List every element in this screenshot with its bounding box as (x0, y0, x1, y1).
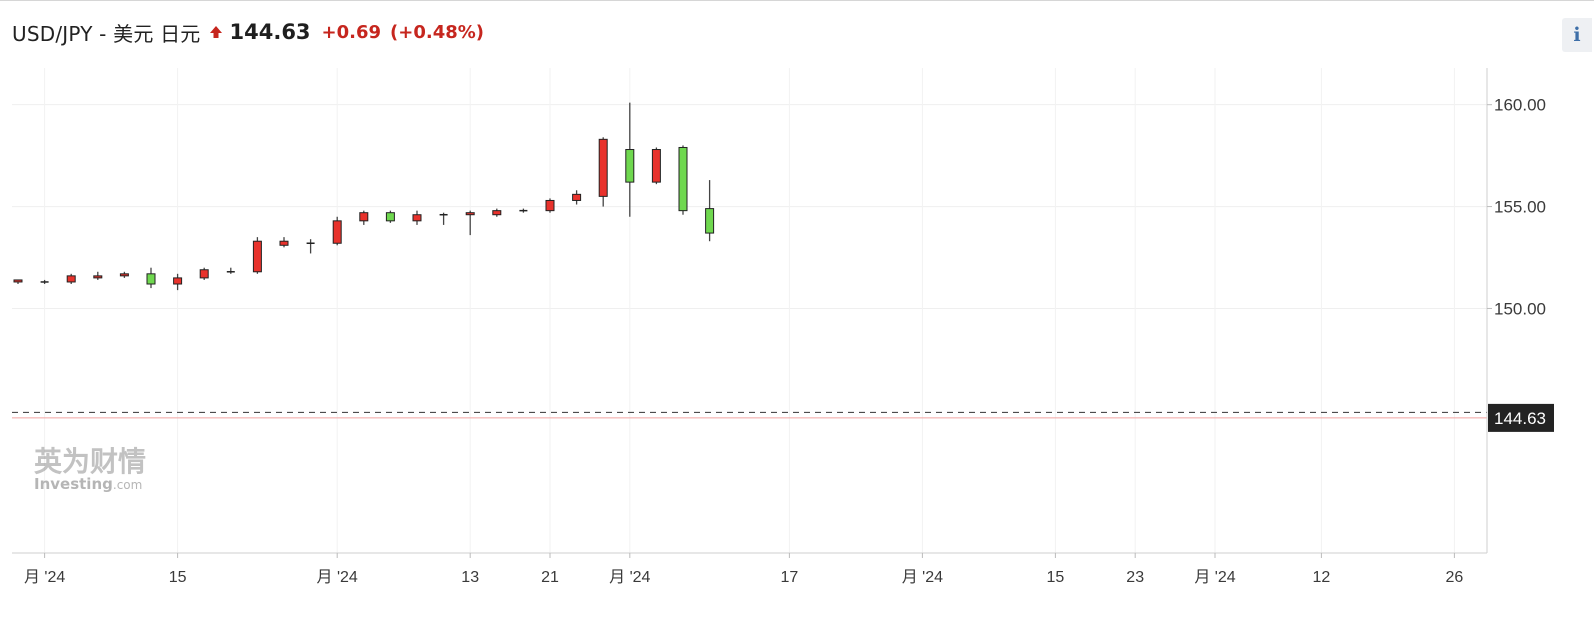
candle-body (678, 146, 688, 212)
candle (226, 267, 235, 274)
watermark-brand-en-line: Investing.com (34, 475, 142, 493)
investing-watermark: 英为财情 Investing.com (34, 445, 146, 493)
candle (173, 273, 183, 291)
candle (545, 198, 555, 213)
candle-body (651, 149, 661, 183)
candle (678, 145, 688, 215)
candle (119, 271, 129, 278)
pair-title: USD/JPY - 美元 日元 (12, 21, 201, 46)
x-tick-label: 13 (461, 569, 479, 586)
candle (252, 237, 262, 274)
candle-body (705, 208, 715, 234)
x-tick-label: 23 (1126, 569, 1144, 586)
candle-body (625, 149, 635, 183)
candle-body (492, 210, 502, 216)
candle (492, 208, 502, 217)
x-tick-label: 12 (1313, 569, 1331, 586)
y-tick-label: 150.00 (1494, 299, 1546, 318)
candle-body (545, 199, 555, 212)
y-axis-labels: 150.00 155.00 160.00 (1487, 96, 1546, 318)
candle-body (252, 240, 262, 273)
candle (279, 237, 289, 248)
candle-body (332, 220, 342, 244)
candle (332, 216, 342, 246)
candle (519, 208, 528, 213)
candle (572, 190, 582, 205)
price-change-percent: (+0.48%) (390, 21, 485, 43)
x-tick-label: 月 '24 (24, 569, 65, 586)
x-tick-label: 17 (781, 569, 799, 586)
candle-body (146, 273, 156, 285)
candle-body (93, 275, 103, 279)
arrow-up-icon (209, 26, 222, 38)
candle (439, 212, 448, 225)
candle-body (385, 212, 395, 222)
candle (385, 210, 395, 223)
quote-header: USD/JPY - 美元 日元 144.63 +0.69 (+0.48%) (12, 16, 484, 48)
y-tick-label: 155.00 (1494, 198, 1546, 217)
candle (13, 279, 23, 285)
candle (705, 180, 715, 242)
x-tick-label: 26 (1446, 569, 1464, 586)
candle (40, 279, 49, 285)
candle-body (119, 273, 129, 277)
x-tick-label: 月 '24 (317, 569, 358, 586)
candle (625, 102, 635, 217)
chart-grid (12, 68, 1487, 553)
x-tick-label: 月 '24 (609, 569, 650, 586)
candle (199, 267, 209, 280)
candle (598, 137, 608, 207)
candle-body (173, 277, 183, 285)
watermark-brand-cn: 英为财情 (34, 445, 146, 478)
candle (306, 239, 315, 254)
top-border (0, 0, 1594, 1)
candle (651, 147, 661, 185)
x-axis-labels: 月 '24 15 月 '24 13 21 月 '24 17 月 '24 15 23 月 '24 12 2… (24, 553, 1463, 586)
candle (465, 210, 475, 236)
candles (13, 102, 715, 291)
candle-body (572, 193, 582, 201)
candle-body (598, 138, 608, 197)
x-tick-label: 月 '24 (902, 569, 943, 586)
price-change: +0.69 (321, 21, 382, 43)
last-price: 144.63 (229, 20, 311, 44)
watermark-brand-suffix: .com (113, 478, 142, 492)
x-tick-label: 15 (169, 569, 187, 586)
x-tick-label: 15 (1047, 569, 1065, 586)
candle-body (465, 212, 475, 216)
chart-axes (12, 68, 1488, 554)
candle (146, 267, 156, 289)
candle-body (66, 275, 76, 283)
candle (359, 210, 369, 225)
candle-body (412, 214, 422, 222)
candle-body (279, 240, 289, 246)
watermark-brand-en: Investing (34, 475, 113, 493)
price-tag-box (1488, 403, 1554, 432)
candle-body (13, 279, 23, 283)
y-tick-label: 160.00 (1494, 96, 1546, 115)
x-tick-label: 21 (541, 569, 559, 586)
price-lines (12, 411, 1487, 419)
x-tick-label: 月 '24 (1194, 569, 1235, 586)
price-tag-label: 144.63 (1494, 409, 1546, 428)
current-price-tag: 144.63 (1488, 403, 1554, 432)
candle (66, 273, 76, 285)
candle (412, 210, 422, 225)
candle-body (199, 269, 209, 279)
candle-body (359, 212, 369, 222)
candle (93, 271, 103, 280)
info-button[interactable]: i (1562, 18, 1592, 52)
